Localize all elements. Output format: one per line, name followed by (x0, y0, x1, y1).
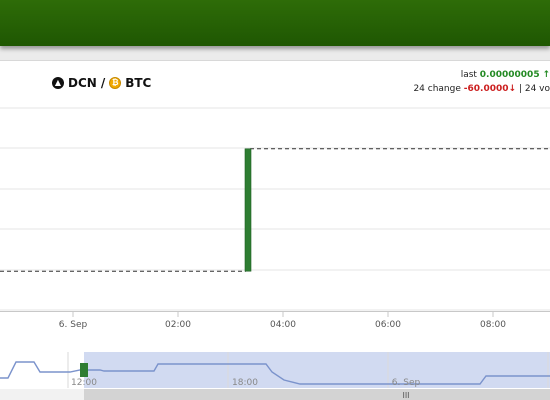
quote-currency: BTC (125, 76, 152, 90)
navigator-selected-range (84, 352, 550, 388)
x-tick-label: 08:00 (480, 320, 506, 330)
dcn-coin-icon: ▲ (52, 77, 64, 89)
stats-separator: | (518, 84, 522, 94)
navigator-left-handle (80, 363, 88, 377)
btc-coin-icon: ₿ (109, 77, 122, 89)
base-currency: DCN (68, 76, 97, 90)
grip-icon: III (402, 391, 409, 400)
volume-label: 24 vo (524, 84, 550, 94)
x-tick-label: 06:00 (375, 320, 401, 330)
chart-series (0, 148, 550, 272)
last-label: last (460, 70, 477, 80)
navigator-tick-label: 18:00 (232, 378, 258, 388)
chart-panel (0, 60, 550, 400)
navigator-scrollbar-thumb (84, 389, 550, 400)
x-tick-label: 6. Sep (59, 320, 88, 330)
navigator-tick-label: 6. Sep (392, 378, 421, 388)
pair-separator: / (100, 76, 106, 90)
trading-pair-title: ▲ DCN / ₿ BTC (52, 75, 151, 91)
arrow-down-icon: ↓ (508, 84, 517, 94)
top-header-bar (0, 0, 550, 46)
last-value: 0.00000005 (479, 70, 540, 80)
x-tick-label: 02:00 (165, 320, 191, 330)
chart-x-axis: 6. Sep 02:00 04:00 06:00 08:00 (0, 311, 550, 330)
x-tick-label: 04:00 (270, 320, 296, 330)
navigator-tick-label: 12:00 (71, 378, 97, 388)
market-stats: last 0.00000005 ↑ 24 change -60.0000↓ | … (350, 68, 550, 96)
last-price-row: last 0.00000005 ↑ (350, 68, 550, 82)
change-label: 24 change (413, 84, 461, 94)
navigator[interactable]: 12:00 18:00 6. Sep III (0, 352, 550, 400)
change-row: 24 change -60.0000↓ | 24 vo (350, 82, 550, 96)
candle-bar (244, 148, 252, 272)
arrow-up-icon: ↑ (542, 70, 550, 80)
chart-grid (0, 107, 550, 311)
navigator-series-line (0, 361, 550, 385)
change-value: -60.0000 (463, 84, 509, 94)
